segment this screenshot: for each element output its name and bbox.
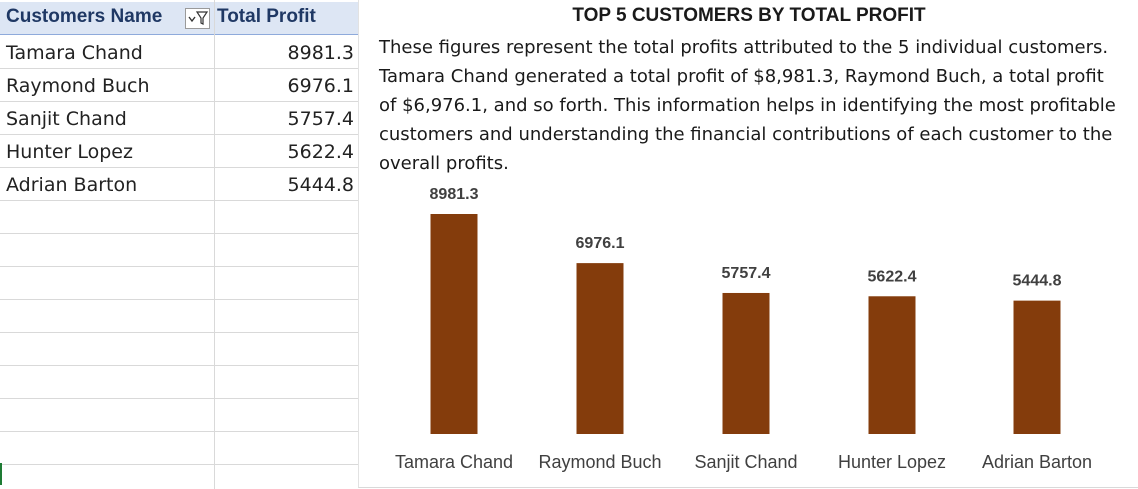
category-label: Adrian Barton [982, 452, 1092, 472]
grid-row-divider [0, 101, 360, 102]
table-cell-name[interactable]: Hunter Lopez [6, 141, 133, 163]
table-cell-name[interactable]: Raymond Buch [6, 75, 150, 97]
bar-tamara-chand[interactable] [430, 214, 478, 434]
grid-row-divider [0, 200, 360, 201]
table-cell-profit[interactable]: 5622.4 [287, 141, 354, 163]
grid-row-divider [0, 233, 360, 234]
table-cell-profit[interactable]: 5757.4 [287, 108, 354, 130]
grid-row-divider [0, 464, 360, 465]
grid-row-divider [0, 68, 360, 69]
column-header-total-profit[interactable]: Total Profit [217, 6, 316, 27]
category-label: Tamara Chand [395, 452, 513, 472]
data-label: 6976.1 [576, 235, 625, 252]
grid-row-divider [0, 398, 360, 399]
data-label: 5622.4 [868, 268, 917, 285]
filter-dropdown-icon [188, 11, 209, 25]
category-label: Raymond Buch [538, 452, 661, 472]
category-label: Hunter Lopez [838, 452, 946, 472]
grid-row-divider [0, 299, 360, 300]
chart-panel[interactable]: TOP 5 CUSTOMERS BY TOTAL PROFIT These fi… [358, 0, 1138, 488]
table-cell-profit[interactable]: 8981.3 [287, 42, 354, 64]
grid-row-divider [0, 167, 360, 168]
table-cell-name[interactable]: Adrian Barton [6, 174, 138, 196]
chart-description: These figures represent the total profit… [379, 37, 1116, 174]
table-cell-name[interactable]: Sanjit Chand [6, 108, 127, 130]
bar-sanjit-chand[interactable] [722, 292, 770, 434]
chart-title: TOP 5 CUSTOMERS BY TOTAL PROFIT [572, 5, 926, 26]
grid-row-divider [0, 431, 360, 432]
grid-row-divider [0, 134, 360, 135]
grid-row-divider [0, 332, 360, 333]
grid-row-divider [0, 365, 360, 366]
filter-dropdown-button[interactable] [185, 8, 210, 29]
table-cell-profit[interactable]: 6976.1 [287, 75, 354, 97]
bar-chart: 8981.3 Tamara Chand 6976.1 Raymond Buch 5757… [395, 186, 1092, 472]
bar-adrian-barton[interactable] [1013, 300, 1061, 434]
data-label: 5757.4 [722, 265, 771, 282]
category-label: Sanjit Chand [694, 452, 797, 472]
table-header-row: Customers Name Total Profit [0, 2, 358, 35]
data-label: 8981.3 [430, 186, 479, 203]
active-sheet-marker [0, 463, 2, 485]
bar-raymond-buch[interactable] [576, 263, 624, 434]
bar-hunter-lopez[interactable] [868, 296, 916, 434]
table-cell-profit[interactable]: 5444.8 [287, 174, 354, 196]
column-header-customers-name[interactable]: Customers Name [6, 6, 163, 27]
grid-column-divider [214, 0, 215, 489]
grid-row-divider [0, 266, 360, 267]
data-label: 5444.8 [1013, 273, 1062, 290]
table-cell-name[interactable]: Tamara Chand [6, 42, 143, 64]
